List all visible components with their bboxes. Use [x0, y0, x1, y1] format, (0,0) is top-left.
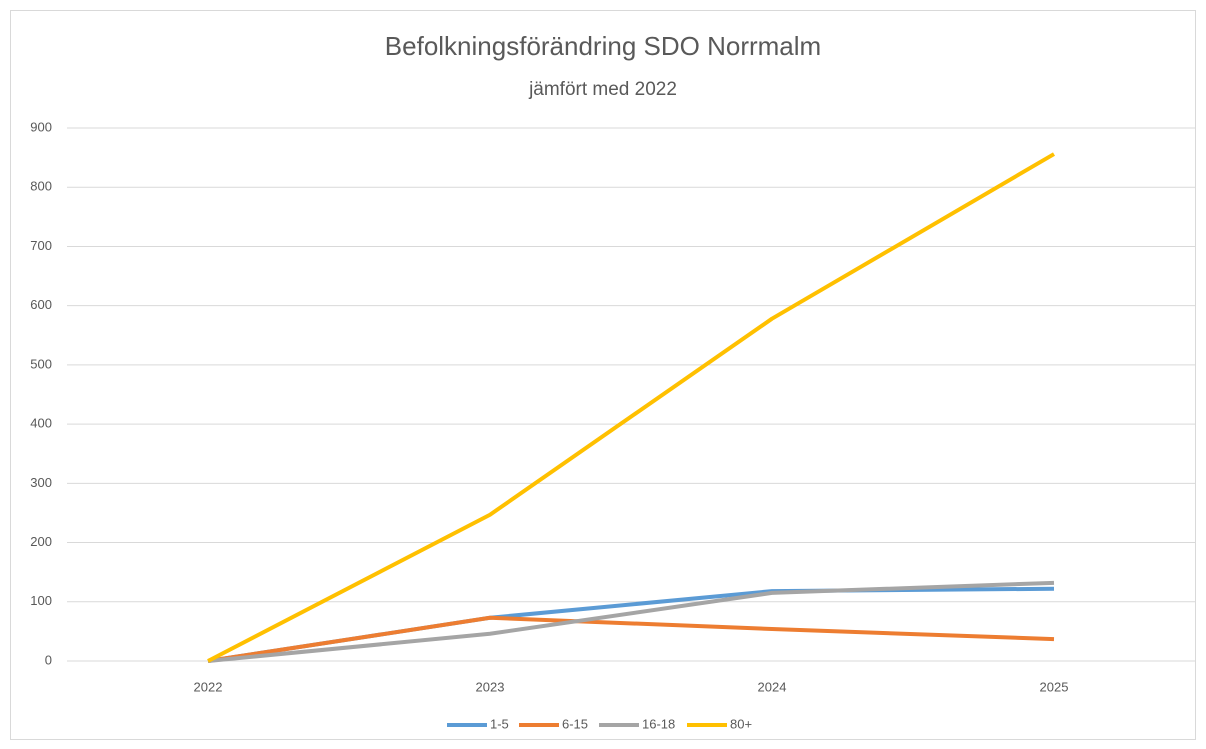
- x-tick-label: 2022: [194, 679, 223, 694]
- y-tick-label: 900: [30, 119, 52, 134]
- line-series: [207, 615, 1055, 663]
- y-tick-label: 700: [30, 238, 52, 253]
- y-tick-label: 500: [30, 356, 52, 371]
- legend-label: 16-18: [642, 716, 675, 731]
- y-tick-label: 400: [30, 416, 52, 431]
- y-tick-label: 0: [45, 652, 52, 667]
- x-tick-label: 2024: [758, 679, 787, 694]
- legend-label: 80+: [730, 716, 752, 731]
- chart-border: [10, 10, 1196, 740]
- legend-label: 1-5: [490, 716, 509, 731]
- chart-subtitle: jämfört med 2022: [528, 79, 677, 100]
- y-tick-label: 600: [30, 297, 52, 312]
- chart-title: Befolkningsförändring SDO Norrmalm: [385, 31, 821, 61]
- y-tick-label: 100: [30, 593, 52, 608]
- legend-label: 6-15: [562, 716, 588, 731]
- x-tick-label: 2023: [476, 679, 505, 694]
- y-tick-label: 200: [30, 534, 52, 549]
- y-tick-label: 800: [30, 179, 52, 194]
- x-tick-label: 2025: [1040, 679, 1069, 694]
- line-series: [207, 580, 1055, 663]
- line-series: [207, 152, 1056, 663]
- y-tick-label: 300: [30, 475, 52, 490]
